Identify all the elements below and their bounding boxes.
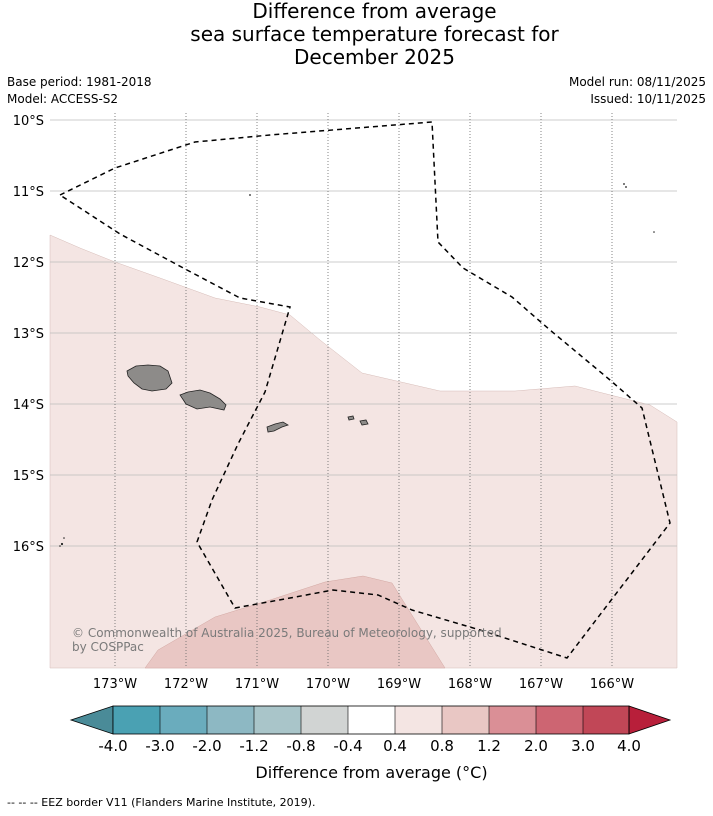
- colorbar-tick-label: 0.4: [383, 737, 407, 755]
- map-title: Difference from average sea surface temp…: [0, 0, 713, 69]
- colorbar-tick-label: -1.2: [239, 737, 268, 755]
- colorbar-extend-low: [69, 705, 114, 735]
- anomaly-area-0-4-to-0-8: [49, 234, 678, 669]
- lon-label: 172°W: [164, 677, 208, 692]
- lat-label: 12°S: [13, 256, 44, 271]
- lon-label: 167°W: [519, 677, 563, 692]
- lat-label: 10°S: [13, 114, 44, 129]
- colorbar-tick-label: -3.0: [145, 737, 174, 755]
- colorbar-tick-label: 0.8: [430, 737, 454, 755]
- colorbar-extend-high: [628, 705, 672, 735]
- colorbar-tick-label: -0.4: [333, 737, 362, 755]
- colorbar-tick-label: -0.8: [286, 737, 315, 755]
- colorbar-segment: [583, 706, 629, 734]
- model-run: Model run: 08/11/2025: [568, 75, 706, 89]
- small-islets: [59, 183, 655, 547]
- lon-label: 173°W: [93, 677, 137, 692]
- colorbar-tick-label: 2.0: [524, 737, 548, 755]
- longitude-labels: 173°W 172°W 171°W 170°W 169°W 168°W 167°…: [93, 677, 634, 692]
- copyright-credit: © Commonwealth of Australia 2025, Bureau…: [72, 626, 502, 654]
- lon-label: 171°W: [235, 677, 279, 692]
- colorbar-tick-label: 4.0: [617, 737, 641, 755]
- anomaly-area-0-8-to-1-2: [144, 575, 446, 669]
- island-manua-2: [359, 419, 369, 426]
- colorbar-tick-label: 1.2: [477, 737, 501, 755]
- colorbar-segment: [395, 706, 442, 734]
- colorbar-segment: [536, 706, 583, 734]
- eez-border-samoa: [58, 121, 671, 659]
- lon-label: 170°W: [306, 677, 350, 692]
- lat-label: 13°S: [13, 327, 44, 342]
- longitude-gridlines: [114, 113, 613, 668]
- colorbar-segment: [348, 706, 395, 734]
- island-savaii: [126, 364, 173, 392]
- colorbar-segment: [160, 706, 207, 734]
- colorbar-segment: [207, 706, 254, 734]
- colorbar-tick-label: -2.0: [192, 737, 221, 755]
- colorbar-segment: [113, 706, 160, 734]
- colorbar-title: Difference from average (°C): [255, 763, 488, 782]
- latitude-gridlines: [50, 119, 677, 547]
- island-tutuila: [266, 421, 289, 433]
- latitude-labels: 10°S 11°S 12°S 13°S 14°S 15°S 16°S: [13, 114, 44, 555]
- lon-label: 169°W: [377, 677, 421, 692]
- lon-label: 168°W: [448, 677, 492, 692]
- lat-label: 11°S: [13, 185, 44, 200]
- title-line-3: December 2025: [294, 45, 455, 69]
- eez-borders: [58, 121, 671, 659]
- colorbar-segment: [301, 706, 348, 734]
- lat-label: 16°S: [13, 540, 44, 555]
- lat-label: 15°S: [13, 469, 44, 484]
- colorbar-segment: [254, 706, 301, 734]
- lon-label: 166°W: [590, 677, 634, 692]
- colorbar-tick-label: 3.0: [571, 737, 595, 755]
- title-line-1: Difference from average: [252, 0, 497, 23]
- land-masses: [126, 364, 369, 433]
- colorbar-tick-labels: -4.0 -3.0 -2.0 -1.2 -0.8 -0.4 0.4 0.8 1.…: [98, 737, 641, 755]
- lat-label: 14°S: [13, 398, 44, 413]
- island-manua-1: [347, 415, 355, 421]
- island-upolu: [179, 389, 227, 411]
- title-line-2: sea surface temperature forecast for: [190, 22, 559, 46]
- base-period: Base period: 1981-2018: [7, 75, 152, 89]
- model-name: Model: ACCESS-S2: [7, 92, 119, 106]
- meta-right: Model run: 08/11/2025 Issued: 10/11/2025: [569, 74, 706, 108]
- issued-date: Issued: 10/11/2025: [590, 92, 706, 106]
- colorbar-segment: [442, 706, 489, 734]
- colorbar-tick-label: -4.0: [98, 737, 127, 755]
- eez-legend-note: -- -- -- EEZ border V11 (Flanders Marine…: [7, 796, 316, 809]
- colorbar: -4.0 -3.0 -2.0 -1.2 -0.8 -0.4 0.4 0.8 1.…: [69, 705, 672, 755]
- meta-left: Base period: 1981-2018 Model: ACCESS-S2: [7, 74, 152, 108]
- colorbar-segment: [489, 706, 536, 734]
